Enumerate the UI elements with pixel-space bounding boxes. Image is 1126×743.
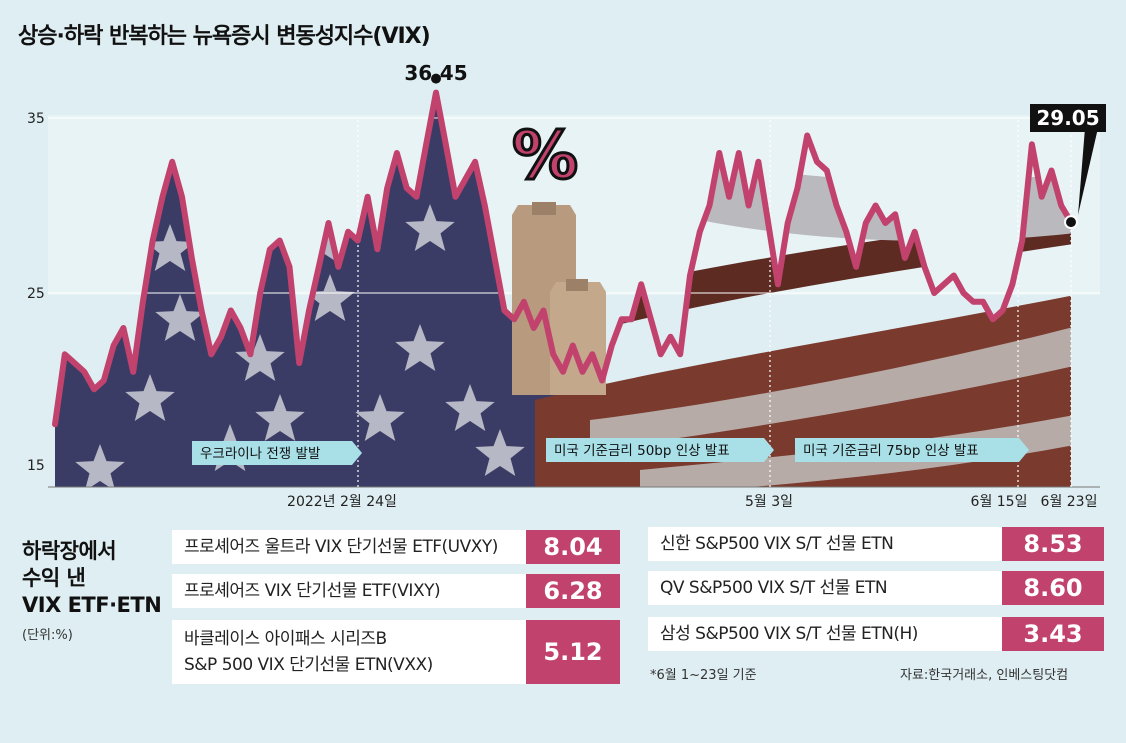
event-tag	[192, 441, 362, 465]
last-marker	[1064, 215, 1078, 230]
last-value-box	[1030, 104, 1106, 132]
y-tick-label: 25	[27, 286, 45, 302]
flag-star	[145, 224, 195, 271]
fund-value: 8.53	[1002, 527, 1104, 561]
event-label: 미국 기준금리 75bp 인상 발표	[803, 443, 979, 459]
x-tick-label: 6월 15일	[971, 494, 1028, 510]
fund-name: 프로셰어즈 VIX 단기선물 ETF(VIXY)	[172, 574, 526, 608]
peak-label: 36.45	[404, 61, 467, 85]
flag-star	[445, 384, 495, 431]
fund-name: QV S&P500 VIX S/T 선물 ETN	[648, 571, 1002, 605]
flag-star	[355, 394, 405, 441]
y-tick-labels: 35 25 15	[27, 111, 45, 474]
fund-value: 8.60	[1002, 571, 1104, 605]
fund-value: 6.28	[526, 574, 620, 608]
flag-star	[75, 444, 125, 487]
x-tick-label: 6월 23일	[1041, 494, 1098, 510]
vix-chart: % 35 25 15 2022년 2월 24일 5월 3일 6월 15일 6월 23일 우…	[27, 61, 1106, 510]
section-title: 하락장에서 수익 낸 VIX ETF·ETN	[22, 538, 162, 619]
fund-value: 5.12	[526, 620, 620, 684]
footnote: *6월 1~23일 기준	[650, 668, 757, 683]
flag-star	[305, 274, 355, 321]
event-label: 우크라이나 전쟁 발발	[200, 446, 320, 462]
section-title-line: 하락장에서	[22, 539, 117, 563]
event-tag	[795, 438, 1029, 462]
flag-star	[125, 374, 175, 421]
peak-marker	[431, 73, 441, 84]
x-tick-labels: 2022년 2월 24일 5월 3일 6월 15일 6월 23일	[287, 494, 1097, 510]
event-tag	[546, 438, 774, 462]
fund-value: 3.43	[1002, 617, 1104, 651]
event-annotations: 우크라이나 전쟁 발발 미국 기준금리 50bp 인상 발표 미국 기준금리 75b…	[192, 438, 1029, 465]
section-title-line: VIX ETF·ETN	[22, 593, 162, 617]
flag-star	[235, 334, 285, 381]
last-value-label: 29.05	[1036, 106, 1099, 130]
y-tick-label: 35	[27, 111, 45, 127]
fund-name: 신한 S&P500 VIX S/T 선물 ETN	[648, 527, 1002, 561]
flag-star	[395, 324, 445, 371]
fund-name: 삼성 S&P500 VIX S/T 선물 ETN(H)	[648, 617, 1002, 651]
flag-star	[475, 429, 525, 476]
section-title-line: 수익 낸	[22, 566, 86, 590]
fund-value: 8.04	[526, 530, 620, 564]
x-tick-label: 2022년 2월 24일	[287, 494, 397, 510]
x-tick-label: 5월 3일	[745, 494, 793, 510]
flag-star	[255, 394, 305, 441]
fund-name: 프로셰어즈 울트라 VIX 단기선물 ETF(UVXY)	[172, 530, 526, 564]
flag-star	[405, 204, 455, 251]
vix-series-line	[52, 89, 1074, 428]
page-title: 상승·하락 반복하는 뉴욕증시 변동성지수(VIX)	[18, 24, 431, 49]
source: 자료:한국거래소, 인베스팅닷컴	[900, 668, 1069, 683]
unit-label: (단위:%)	[22, 628, 73, 643]
flag-star	[155, 294, 205, 341]
event-lines	[357, 120, 1072, 487]
callout-pointer	[1078, 128, 1098, 215]
fund-name: 바클레이스 아이패스 시리즈B S&P 500 VIX 단기선물 ETN(VXX…	[172, 620, 526, 684]
event-label: 미국 기준금리 50bp 인상 발표	[554, 443, 730, 459]
y-tick-label: 15	[27, 458, 45, 474]
value-markers: 36.45 29.05	[404, 61, 1106, 230]
percent-symbol: %	[512, 117, 578, 194]
